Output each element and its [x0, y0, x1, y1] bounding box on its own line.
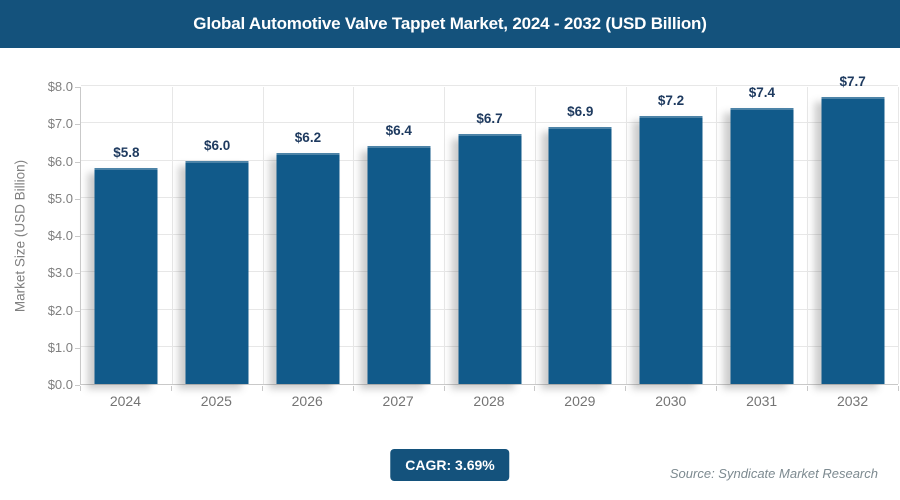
x-tick-mark — [443, 386, 445, 391]
x-tick-mark — [716, 386, 718, 391]
x-tick-label: 2031 — [746, 393, 778, 409]
y-tick-label: $3.0 — [47, 265, 73, 281]
y-tick-mark — [75, 161, 80, 163]
vertical-gridline — [807, 87, 809, 384]
x-tick-mark — [261, 386, 263, 391]
x-tick-label: 2024 — [109, 393, 142, 409]
bar-2024 — [94, 167, 158, 384]
x-tick-label: 2027 — [382, 393, 414, 409]
x-tick-mark — [534, 386, 536, 391]
bar-2032 — [821, 97, 885, 384]
y-tick-mark — [75, 310, 80, 312]
bar-2029 — [548, 126, 612, 384]
bar-value-label: $7.4 — [748, 85, 775, 101]
y-tick-mark — [75, 198, 80, 200]
vertical-gridline — [262, 87, 264, 384]
x-tick-mark — [80, 386, 81, 391]
y-tick-label: $1.0 — [47, 339, 73, 355]
plot-area: $5.8 $6.0 $6.2 $6.4 $6.7 $6.9 $7.2 $7.4 $7.7 — [80, 74, 899, 385]
y-tick-label: $5.0 — [47, 190, 73, 206]
y-tick-mark — [75, 273, 80, 275]
bar-2028 — [458, 134, 521, 384]
bar-2031 — [730, 108, 794, 384]
y-tick-mark — [75, 87, 80, 88]
y-tick-label: $4.0 — [47, 228, 73, 243]
x-tick-label: 2032 — [836, 393, 869, 409]
vertical-gridline — [534, 87, 536, 384]
cagr-label: CAGR: 3.69% — [405, 457, 495, 473]
x-tick-label: 2029 — [564, 393, 596, 409]
vertical-gridline — [171, 87, 173, 384]
vertical-gridline — [444, 87, 446, 384]
bar-value-label: $5.8 — [113, 144, 140, 160]
y-tick-label: $7.0 — [47, 116, 73, 132]
vertical-gridline — [898, 87, 899, 384]
bar-2025 — [185, 160, 249, 384]
y-tick-mark — [75, 236, 80, 237]
x-tick-label: 2025 — [200, 393, 232, 409]
x-tick-mark — [898, 386, 899, 391]
y-tick-label: $8.0 — [47, 79, 73, 94]
y-tick-mark — [75, 347, 80, 349]
bar-value-label: $7.2 — [657, 92, 685, 108]
y-tick-mark — [75, 385, 80, 386]
x-tick-mark — [807, 386, 809, 391]
horizontal-gridline — [81, 122, 898, 124]
bar-value-label: $7.7 — [839, 74, 866, 90]
bar-value-label: $6.0 — [204, 137, 231, 153]
bar-2027 — [367, 145, 431, 384]
bar-2026 — [276, 153, 340, 384]
x-axis-tick-labels: 2024 2025 2026 2027 2028 2029 2030 2031 2032 — [80, 393, 898, 413]
vertical-gridline — [716, 87, 718, 384]
vertical-gridline — [625, 87, 627, 384]
x-tick-label: 2030 — [655, 393, 687, 409]
y-tick-label: $0.0 — [47, 377, 73, 392]
y-tick-mark — [75, 124, 80, 126]
chart-title: Global Automotive Valve Tappet Market, 2… — [193, 14, 707, 33]
bar-value-label: $6.4 — [385, 122, 412, 138]
x-tick-mark — [625, 386, 627, 391]
title-bar: Global Automotive Valve Tappet Market, 2… — [0, 0, 900, 48]
x-tick-label: 2028 — [473, 393, 505, 409]
vertical-gridline — [353, 87, 355, 384]
horizontal-gridline — [81, 85, 898, 86]
source-text: Source: Syndicate Market Research — [669, 466, 878, 481]
bar-value-label: $6.2 — [294, 130, 322, 146]
y-tick-label: $6.0 — [47, 153, 73, 169]
cagr-badge: CAGR: 3.69% — [390, 449, 510, 481]
bar-value-label: $6.9 — [567, 103, 594, 119]
x-tick-mark — [352, 386, 354, 391]
bar-value-label: $6.7 — [476, 111, 503, 127]
y-tick-label: $2.0 — [47, 302, 73, 318]
x-tick-label: 2026 — [291, 393, 323, 409]
x-tick-mark — [170, 386, 172, 391]
bar-2030 — [639, 115, 703, 384]
